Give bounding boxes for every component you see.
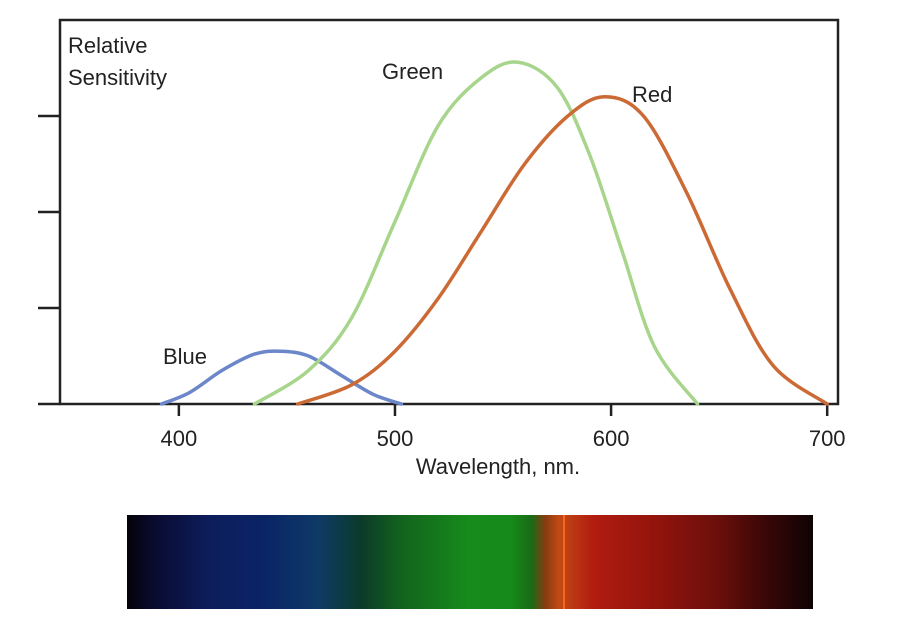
y-axis-label-line-1: Relative <box>68 33 147 58</box>
x-axis-label: Wavelength, nm. <box>416 454 580 479</box>
x-tick-label-700: 700 <box>809 426 846 451</box>
series-line-red <box>295 95 829 406</box>
series-label-red: Red <box>632 82 672 107</box>
series-label-blue: Blue <box>163 344 207 369</box>
x-tick-label-600: 600 <box>593 426 630 451</box>
series-label-green: Green <box>382 59 443 84</box>
series-line-green <box>252 60 700 406</box>
spectrum-line-marker <box>563 515 565 609</box>
series-line-blue <box>159 349 404 406</box>
x-tick-label-500: 500 <box>377 426 414 451</box>
sensitivity-chart: 400 500 600 700 Relative Sensitivity Wavele… <box>38 18 846 479</box>
visible-spectrum-image <box>127 515 813 609</box>
y-axis-label-line-2: Sensitivity <box>68 65 167 90</box>
x-tick-label-400: 400 <box>161 426 198 451</box>
